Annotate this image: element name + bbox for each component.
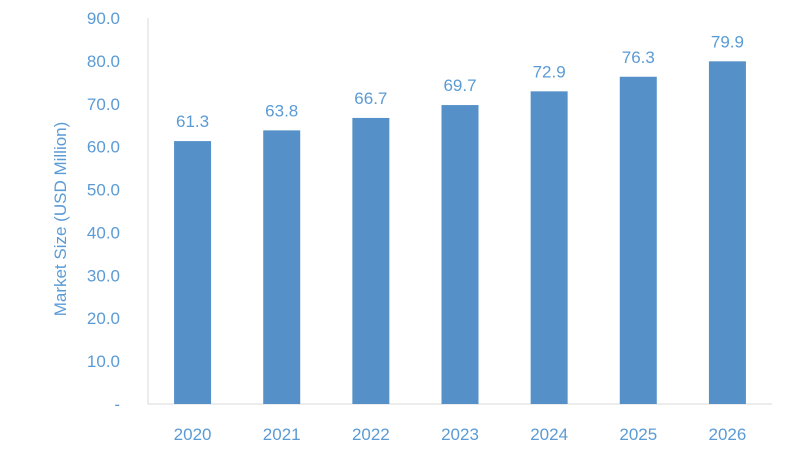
data-labels: 61.3 63.8 66.7 69.7 72.9 76.3 79.9: [176, 32, 744, 131]
bar-2021: [263, 130, 301, 404]
x-tick-label-2026: 2026: [709, 425, 747, 444]
y-tick-label: 10.0: [87, 352, 120, 371]
bar-2024: [530, 91, 568, 404]
data-label-2022: 66.7: [354, 89, 387, 108]
y-tick-label: -: [114, 395, 120, 414]
y-tick-label: 20.0: [87, 309, 120, 328]
bar-2022: [352, 117, 390, 404]
data-label-2023: 69.7: [443, 76, 476, 95]
x-tick-label-2024: 2024: [530, 425, 568, 444]
x-tick-label-2025: 2025: [619, 425, 657, 444]
data-label-2024: 72.9: [533, 62, 566, 81]
y-tick-label: 70.0: [87, 95, 120, 114]
x-tick-label-2020: 2020: [174, 425, 212, 444]
x-tick-label-2021: 2021: [263, 425, 301, 444]
bar-2020: [174, 141, 212, 404]
bar-2025: [619, 76, 657, 404]
data-label-2020: 61.3: [176, 112, 209, 131]
y-tick-label: 80.0: [87, 52, 120, 71]
y-tick-labels: - 10.0 20.0 30.0 40.0 50.0 60.0 70.0 80.0 90.0: [87, 9, 120, 414]
y-axis-title: Market Size (USD Million): [51, 122, 70, 317]
bars: [174, 61, 746, 404]
y-tick-label: 40.0: [87, 223, 120, 242]
x-tick-label-2023: 2023: [441, 425, 479, 444]
y-tick-label: 50.0: [87, 181, 120, 200]
y-tick-label: 60.0: [87, 138, 120, 157]
data-label-2025: 76.3: [622, 48, 655, 67]
data-label-2021: 63.8: [265, 101, 298, 120]
y-tick-label: 90.0: [87, 9, 120, 28]
x-tick-label-2022: 2022: [352, 425, 390, 444]
bar-2023: [441, 105, 479, 404]
x-tick-labels: 2020 2021 2022 2023 2024 2025 2026: [174, 425, 747, 444]
y-tick-label: 30.0: [87, 266, 120, 285]
bar-2026: [708, 61, 746, 404]
data-label-2026: 79.9: [711, 32, 744, 51]
